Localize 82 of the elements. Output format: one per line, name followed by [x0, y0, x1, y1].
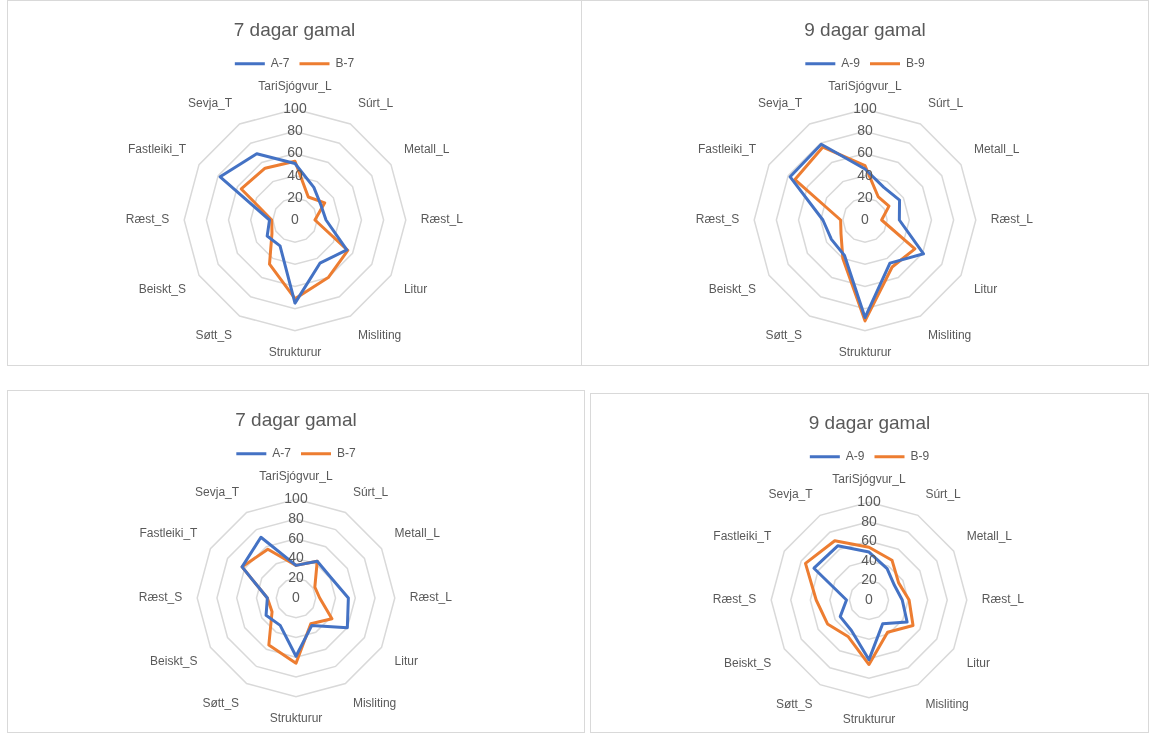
- y-tick-label: 100: [857, 493, 881, 510]
- chart-title: 9 dagar gamal: [808, 411, 931, 433]
- spoke-label: Ræst_S: [695, 212, 740, 227]
- spoke-label: Ræst_L: [420, 212, 464, 227]
- spoke-label: Beiskt_S: [723, 655, 772, 670]
- spoke-label: TariSjógvur_L: [832, 472, 907, 487]
- spoke-label: Misliting: [925, 697, 969, 712]
- spoke-label: Litur: [973, 282, 998, 297]
- spoke-label: Søtt_S: [202, 696, 240, 711]
- spoke-label: Misliting: [927, 328, 972, 343]
- y-tick-label: 80: [861, 512, 877, 529]
- legend-label: B-9: [910, 449, 930, 464]
- spoke-label: Beiskt_S: [708, 282, 757, 297]
- spoke-label: Beiskt_S: [150, 654, 198, 669]
- legend-label: A-7: [270, 56, 290, 71]
- spoke-label: Ræst_L: [981, 592, 1025, 607]
- spoke-label: Sevja_T: [758, 96, 803, 111]
- y-tick-label: 100: [853, 100, 877, 117]
- spoke-label: Litur: [394, 654, 418, 669]
- spoke-label: Metall_L: [973, 142, 1020, 157]
- spoke-label: Metall_L: [966, 528, 1013, 543]
- y-tick-label: 80: [287, 122, 303, 139]
- spoke-label: Ræst_L: [990, 212, 1034, 227]
- chart-title: 7 dagar gamal: [233, 18, 356, 40]
- y-tick-label: 0: [291, 210, 300, 227]
- y-tick-label: 60: [288, 529, 304, 546]
- y-tick-label: 100: [283, 100, 307, 117]
- spoke-label: Misliting: [357, 328, 402, 343]
- spoke-label: Ræst_L: [409, 590, 453, 605]
- spoke-label: Misliting: [352, 696, 397, 711]
- y-tick-label: 0: [292, 588, 301, 605]
- legend-label: A-9: [841, 56, 861, 71]
- y-tick-label: 20: [288, 569, 304, 586]
- spoke-label: Strukturur: [268, 345, 322, 360]
- legend-label: A-7: [272, 446, 292, 461]
- spoke-label: Metall_L: [394, 526, 441, 541]
- spoke-label: Strukturur: [838, 345, 892, 360]
- legend-label: B-9: [906, 56, 925, 71]
- y-tick-label: 0: [865, 590, 874, 607]
- chart-title: 9 dagar gamal: [804, 18, 926, 40]
- y-tick-label: 0: [861, 210, 870, 227]
- spoke-label: Súrt_L: [357, 96, 394, 111]
- legend-label: B-7: [335, 56, 355, 71]
- spoke-label: Ræst_S: [125, 212, 170, 227]
- spoke-label: Strukturur: [269, 711, 323, 726]
- spoke-label: Fastleiki_T: [128, 142, 187, 157]
- y-tick-label: 40: [288, 549, 304, 566]
- spoke-label: Søtt_S: [195, 328, 233, 343]
- spoke-label: Sevja_T: [195, 484, 240, 499]
- spoke-label: Súrt_L: [352, 484, 389, 499]
- y-tick-label: 60: [857, 144, 873, 161]
- y-tick-label: 100: [284, 490, 308, 507]
- legend-label: B-7: [337, 446, 356, 461]
- spoke-label: Søtt_S: [775, 697, 813, 712]
- spoke-label: Metall_L: [403, 142, 450, 157]
- y-tick-label: 60: [861, 532, 877, 549]
- spoke-label: Ræst_S: [712, 592, 757, 607]
- spoke-label: Litur: [966, 655, 991, 670]
- spoke-label: TariSjógvur_L: [828, 79, 903, 94]
- spoke-label: Strukturur: [842, 712, 896, 727]
- spoke-label: Litur: [403, 282, 428, 297]
- y-tick-label: 80: [288, 509, 304, 526]
- spoke-label: Súrt_L: [927, 96, 964, 111]
- y-tick-label: 20: [861, 571, 877, 588]
- y-tick-label: 80: [857, 122, 873, 139]
- y-tick-label: 20: [857, 188, 873, 205]
- spoke-label: Sevja_T: [768, 487, 814, 502]
- spoke-label: Fastleiki_T: [713, 528, 772, 543]
- legend-label: A-9: [845, 449, 865, 464]
- y-tick-label: 40: [861, 551, 877, 568]
- spoke-label: Søtt_S: [765, 328, 803, 343]
- spoke-label: Fastleiki_T: [139, 526, 199, 541]
- y-tick-label: 60: [287, 144, 303, 161]
- y-tick-label: 20: [287, 188, 303, 205]
- spoke-label: Súrt_L: [925, 487, 962, 502]
- spoke-label: Ræst_S: [138, 590, 183, 605]
- spoke-label: TariSjógvur_L: [259, 469, 334, 484]
- spoke-label: TariSjógvur_L: [258, 79, 333, 94]
- chart-title: 7 dagar gamal: [235, 408, 357, 430]
- spoke-label: Fastleiki_T: [698, 142, 757, 157]
- spoke-label: Sevja_T: [188, 96, 233, 111]
- spoke-label: Beiskt_S: [138, 282, 187, 297]
